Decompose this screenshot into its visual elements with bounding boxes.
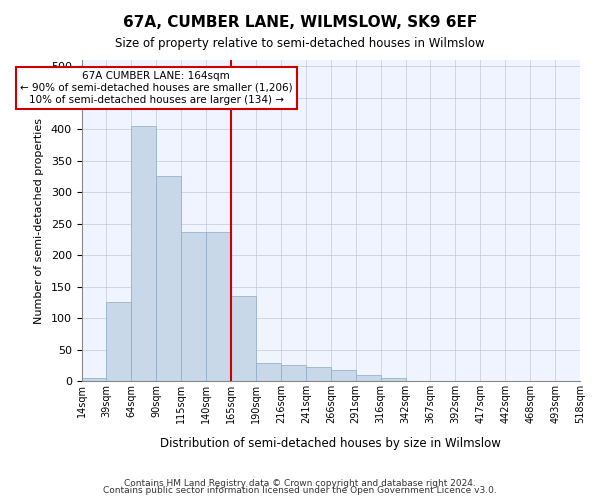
Bar	[106, 302, 131, 381]
Bar	[281, 366, 306, 381]
Text: 67A CUMBER LANE: 164sqm
← 90% of semi-detached houses are smaller (1,206)
10% of: 67A CUMBER LANE: 164sqm ← 90% of semi-de…	[20, 72, 293, 104]
Bar	[380, 378, 406, 381]
X-axis label: Distribution of semi-detached houses by size in Wilmslow: Distribution of semi-detached houses by …	[160, 437, 501, 450]
Bar	[206, 232, 231, 381]
Bar	[82, 378, 106, 381]
Bar	[306, 367, 331, 381]
Text: Contains public sector information licensed under the Open Government Licence v3: Contains public sector information licen…	[103, 486, 497, 495]
Text: 67A, CUMBER LANE, WILMSLOW, SK9 6EF: 67A, CUMBER LANE, WILMSLOW, SK9 6EF	[123, 15, 477, 30]
Bar	[356, 375, 380, 381]
Bar	[256, 364, 281, 381]
Bar	[331, 370, 356, 381]
Text: Contains HM Land Registry data © Crown copyright and database right 2024.: Contains HM Land Registry data © Crown c…	[124, 478, 476, 488]
Y-axis label: Number of semi-detached properties: Number of semi-detached properties	[34, 118, 44, 324]
Bar	[157, 176, 181, 381]
Bar	[131, 126, 157, 381]
Text: Size of property relative to semi-detached houses in Wilmslow: Size of property relative to semi-detach…	[115, 38, 485, 51]
Bar	[181, 232, 206, 381]
Bar	[231, 296, 256, 381]
